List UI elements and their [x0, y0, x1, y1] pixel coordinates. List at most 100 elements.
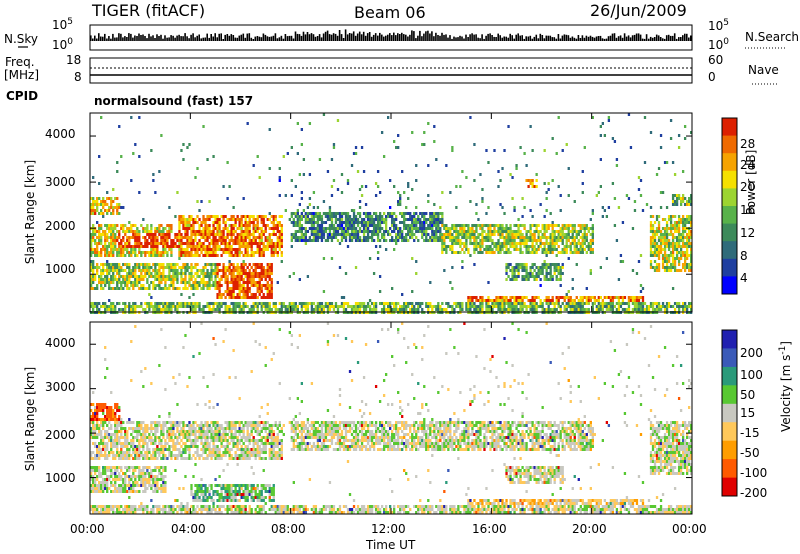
echo-cell	[374, 308, 378, 311]
echo-cell	[226, 278, 229, 281]
echo-cell	[318, 233, 322, 236]
nsky-bar	[308, 34, 311, 41]
echo-cell	[214, 242, 217, 245]
echo-cell	[346, 302, 350, 305]
echo-cell	[423, 218, 426, 221]
nsky-bar	[611, 33, 614, 41]
echo-cell	[669, 263, 673, 266]
echo-cell	[228, 224, 231, 227]
echo-cell	[300, 302, 304, 305]
echo-cell	[419, 224, 422, 227]
echo-cell	[551, 224, 554, 227]
echo-cell	[104, 239, 107, 242]
echo-cell	[507, 266, 510, 269]
nsky-bar	[170, 35, 172, 41]
echo-cell	[106, 209, 109, 212]
echo-cell	[473, 179, 476, 182]
echo-cell	[348, 236, 352, 239]
echo-cell	[380, 221, 384, 224]
echo-cell	[138, 266, 141, 269]
echo-cell	[228, 272, 231, 275]
echo-cell	[136, 233, 139, 236]
echo-cell	[639, 308, 643, 311]
echo-cell	[146, 302, 149, 305]
echo-cell	[304, 305, 308, 308]
echo-cell	[671, 227, 675, 230]
echo-cell	[657, 239, 661, 242]
echo-cell	[681, 227, 685, 230]
echo-cell	[116, 269, 119, 272]
echo-cell	[603, 134, 607, 137]
echo-cell	[539, 302, 542, 305]
echo-cell	[246, 230, 249, 233]
echo-cell	[364, 236, 368, 239]
echo-cell	[100, 116, 103, 119]
echo-cell	[571, 233, 574, 236]
nsky-bar	[106, 38, 108, 41]
echo-cell	[238, 305, 241, 308]
echo-cell	[469, 200, 472, 203]
echo-cell	[497, 242, 500, 245]
echo-cell	[114, 308, 117, 311]
echo-cell	[386, 308, 390, 311]
echo-cell	[216, 269, 219, 272]
echo-cell	[521, 236, 524, 239]
echo-cell	[208, 242, 211, 245]
echo-cell	[382, 218, 386, 221]
echo-cell	[108, 224, 111, 227]
echo-cell	[659, 134, 663, 137]
nsky-bar	[166, 37, 168, 41]
echo-cell	[240, 284, 243, 287]
echo-cell	[549, 263, 552, 266]
nsky-bar	[374, 33, 377, 41]
echo-cell	[521, 266, 524, 269]
echo-cell	[577, 239, 580, 242]
echo-cell	[180, 236, 183, 239]
echo-cell	[401, 212, 404, 215]
echo-cell	[551, 299, 554, 302]
echo-cell	[270, 308, 273, 311]
echo-cell	[519, 224, 522, 227]
echo-cell	[124, 305, 127, 308]
echo-cell	[238, 218, 241, 221]
echo-cell	[90, 206, 93, 209]
echo-cell	[397, 239, 400, 242]
echo-cell	[132, 308, 135, 311]
echo-cell	[228, 248, 231, 251]
echo-cell	[168, 269, 171, 272]
echo-cell	[525, 251, 528, 254]
echo-cell	[296, 221, 299, 224]
echo-cell	[415, 302, 418, 305]
echo-cell	[98, 236, 101, 239]
echo-cell	[154, 233, 157, 236]
echo-cell	[545, 254, 548, 257]
echo-cell	[172, 284, 175, 287]
echo-cell	[683, 125, 687, 128]
echo-cell	[254, 251, 257, 254]
echo-cell	[142, 287, 145, 290]
nsky-bar	[579, 38, 582, 41]
nsky-bar	[401, 32, 403, 41]
echo-cell	[216, 218, 219, 221]
echo-cell	[250, 245, 253, 248]
echo-cell	[244, 245, 247, 248]
echo-cell	[449, 248, 452, 251]
echo-cell	[278, 242, 281, 245]
echo-cell	[677, 239, 681, 242]
echo-cell	[539, 242, 542, 245]
echo-cell	[399, 197, 402, 200]
echo-cell	[126, 239, 129, 242]
echo-cell	[667, 227, 671, 230]
echo-cell	[330, 305, 334, 308]
echo-cell	[150, 254, 153, 257]
echo-cell	[397, 233, 400, 236]
echo-cell	[114, 266, 117, 269]
echo-cell	[188, 254, 191, 257]
echo-cell	[92, 206, 95, 209]
echo-cell	[425, 233, 428, 236]
echo-cell	[399, 194, 402, 197]
echo-cell	[523, 245, 526, 248]
echo-cell	[180, 281, 183, 284]
echo-cell	[559, 230, 562, 233]
echo-cell	[665, 302, 669, 305]
